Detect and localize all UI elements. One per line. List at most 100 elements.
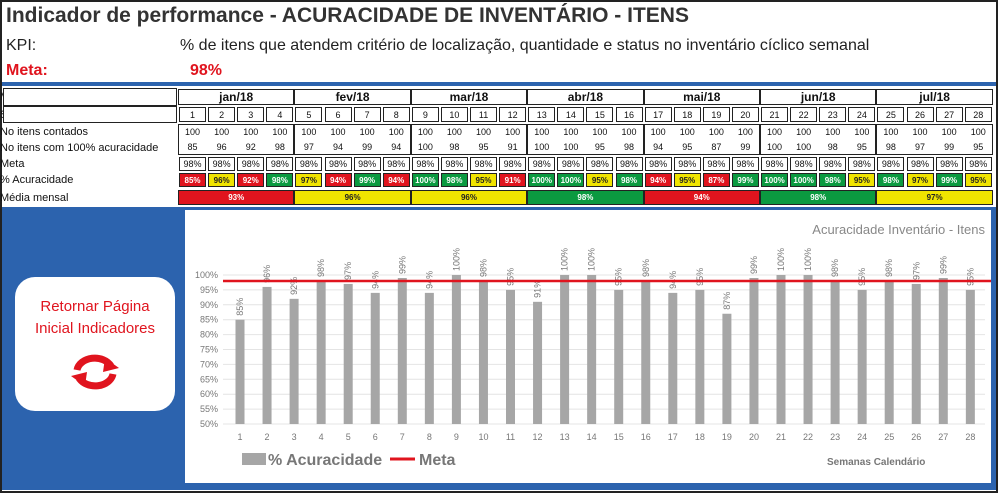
bar: [911, 283, 921, 424]
items-accurate: 85: [187, 142, 198, 152]
y-tick-label: 65%: [200, 374, 218, 384]
bar: [938, 277, 948, 424]
items-counted: 100: [708, 127, 724, 137]
week-number: 20: [731, 107, 759, 122]
meta-cell: 98%: [499, 157, 527, 171]
x-tick-label: 27: [938, 432, 948, 442]
row-label: % Acuracidade: [0, 174, 74, 186]
meta-cell: 98%: [702, 157, 730, 171]
bar: [424, 292, 434, 424]
page-title: Indicador de performance - ACURACIDADE D…: [6, 4, 689, 27]
items-accurate: 98: [274, 142, 285, 152]
x-tick-label: 23: [830, 432, 840, 442]
meta-cell: 98%: [470, 157, 498, 171]
week-number: 3: [237, 107, 265, 122]
items-accurate: 97: [915, 142, 926, 152]
data-label: 100%: [451, 248, 461, 271]
x-tick-label: 11: [506, 432, 515, 442]
accuracy-cell: 87%: [702, 173, 730, 187]
data-label: 92%: [289, 277, 299, 295]
items-accurate: 92: [245, 142, 256, 152]
meta-cell: 98%: [295, 157, 323, 171]
items-accurate: 100: [767, 142, 783, 152]
items-accurate: 91: [507, 142, 518, 152]
month-count-group: [294, 124, 411, 155]
bar: [451, 275, 461, 424]
items-accurate: 98: [624, 142, 635, 152]
month-header: jun/18: [760, 89, 877, 105]
y-tick-label: 95%: [200, 285, 218, 295]
accuracy-cell: 99%: [731, 173, 759, 187]
accuracy-cell: 97%: [295, 173, 323, 187]
items-counted: 100: [214, 127, 230, 137]
x-tick-label: 17: [668, 432, 678, 442]
meta-cell: 98%: [382, 157, 410, 171]
items-counted: 100: [185, 127, 201, 137]
data-label: 100%: [776, 248, 786, 271]
month-count-group: [760, 124, 877, 155]
data-label: 99%: [749, 256, 759, 274]
week-number: 8: [382, 107, 410, 122]
items-accurate: 99: [740, 142, 751, 152]
x-tick-label: 25: [884, 432, 894, 442]
x-tick-label: 5: [346, 432, 351, 442]
data-label: 100%: [803, 248, 813, 271]
items-accurate: 95: [478, 142, 489, 152]
items-accurate: 95: [856, 142, 867, 152]
bar: [830, 280, 840, 424]
week-number: 23: [819, 107, 847, 122]
accuracy-cell: 98%: [615, 173, 643, 187]
items-accurate: 98: [827, 142, 838, 152]
week-number: 10: [440, 107, 468, 122]
accuracy-cell: 100%: [761, 173, 789, 187]
y-tick-label: 60%: [200, 389, 218, 399]
week-number: 9: [411, 107, 439, 122]
items-counted: 100: [621, 127, 637, 137]
bar: [965, 289, 975, 424]
week-number: 11: [470, 107, 498, 122]
accuracy-cell: 98%: [266, 173, 294, 187]
accuracy-cell: 91%: [499, 173, 527, 187]
items-counted: 100: [330, 127, 346, 137]
data-label: 91%: [533, 280, 543, 298]
items-accurate: 99: [944, 142, 955, 152]
items-counted: 100: [563, 127, 579, 137]
accuracy-cell: 92%: [237, 173, 265, 187]
y-tick-label: 100%: [195, 270, 218, 280]
bar: [397, 277, 407, 424]
month-count-group: [876, 124, 993, 155]
meta-cell: 98%: [790, 157, 818, 171]
bar: [289, 298, 299, 424]
accuracy-cell: 95%: [586, 173, 614, 187]
x-tick-label: 2: [265, 432, 270, 442]
x-tick-label: 6: [373, 432, 378, 442]
y-tick-label: 85%: [200, 315, 218, 325]
row-label: Média mensal: [0, 191, 69, 204]
month-count-group: [178, 124, 295, 155]
meta-cell: 98%: [237, 157, 265, 171]
week-number: 12: [499, 107, 527, 122]
items-counted: 100: [970, 127, 986, 137]
x-tick-label: 15: [614, 432, 624, 442]
week-number: 4: [266, 107, 294, 122]
week-number: 6: [324, 107, 352, 122]
month-header: mai/18: [643, 89, 760, 105]
x-tick-label: 13: [560, 432, 570, 442]
meta-cell: 98%: [906, 157, 934, 171]
accuracy-cell: 99%: [353, 173, 381, 187]
accuracy-cell: 94%: [324, 173, 352, 187]
data-label: 98%: [830, 259, 840, 277]
meta-value: 98%: [190, 62, 223, 79]
data-label: 99%: [397, 256, 407, 274]
bar: [316, 280, 326, 424]
week-number: 21: [761, 107, 789, 122]
accuracy-cell: 99%: [935, 173, 963, 187]
label-box: [3, 106, 177, 123]
items-accurate: 94: [391, 142, 402, 152]
accuracy-cell: 96%: [208, 173, 236, 187]
x-tick-label: 26: [911, 432, 921, 442]
button-label-line2: Inicial Indicadores: [34, 320, 156, 337]
items-accurate: 100: [563, 142, 579, 152]
return-home-button[interactable]: Retornar Página Inicial Indicadores: [15, 277, 175, 411]
items-accurate: 98: [449, 142, 460, 152]
